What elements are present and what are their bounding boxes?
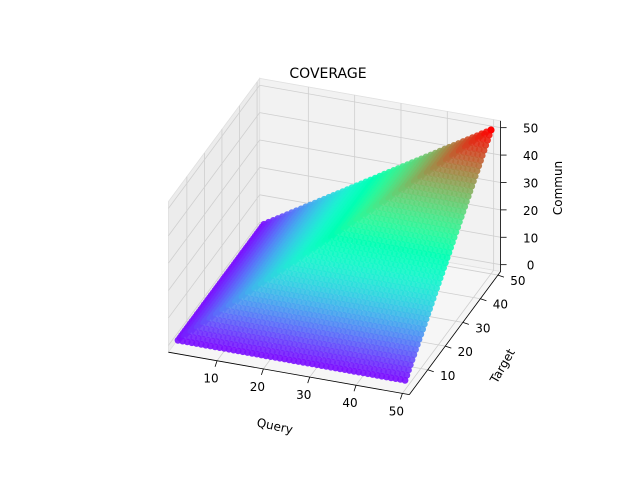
scatter-point (468, 182, 476, 190)
scatter-point (452, 228, 460, 236)
x-tick-mark (399, 393, 403, 400)
scatter-point (426, 305, 433, 313)
y-tick-label: 20 (458, 345, 473, 359)
x-axis-ticks: 10 20 30 40 50 (203, 360, 404, 418)
gridline-back-commun (168, 84, 261, 209)
gridline-side-commun (259, 84, 501, 129)
scatter-point (440, 264, 447, 272)
scatter-point (420, 320, 428, 328)
y-tick-label: 30 (475, 321, 490, 335)
scatter-point (473, 167, 481, 175)
scatter-point (471, 172, 479, 180)
scatter-point (454, 223, 462, 231)
x-tick-label: 10 (203, 372, 218, 386)
scatter-point (447, 244, 454, 251)
scatter-point (422, 315, 430, 323)
z-tick-label: 10 (523, 231, 538, 245)
z-tick-label: 40 (523, 149, 538, 163)
x-tick-mark (353, 385, 357, 392)
scatter-point (438, 269, 446, 277)
gridline-back-commun (168, 194, 261, 319)
y-tick-mark (445, 345, 452, 349)
gridline-floor-query (402, 270, 494, 394)
x-tick-mark (261, 368, 264, 376)
scatter-point (401, 376, 409, 384)
y-tick-label: 10 (440, 369, 455, 383)
scatter-point (457, 213, 465, 221)
y-tick-mark (462, 322, 469, 325)
scatter-point (484, 136, 491, 144)
y-tick-mark (427, 369, 434, 373)
x-tick-label: 20 (250, 380, 265, 394)
y-tick-label: 40 (493, 298, 508, 312)
scatter-point (477, 157, 484, 165)
gridline-back-commun (168, 221, 261, 346)
scatter-point (403, 371, 411, 379)
gridline-back-commun (168, 139, 261, 264)
scatter-point (480, 147, 488, 154)
z-axis-ticks: 0 10 20 30 40 50 (500, 122, 538, 273)
scatter-point (429, 295, 437, 302)
z-tick-label: 0 (527, 259, 535, 273)
x-axis-line (168, 351, 410, 396)
scatter-point (405, 366, 412, 374)
scatter-point (424, 310, 432, 318)
scatter-point (413, 341, 421, 348)
scatter-point (419, 325, 426, 333)
x-tick-mark (214, 360, 218, 367)
y-tick-label: 50 (510, 274, 525, 288)
scatter-point (427, 300, 435, 307)
scatter-point (417, 330, 425, 338)
z-tick-label: 50 (523, 122, 538, 136)
z-axis-label: Commun (551, 161, 565, 215)
scatter-points (174, 126, 495, 384)
gridline-back-commun (168, 167, 261, 291)
scatter-point (410, 351, 418, 359)
x-tick-mark (307, 376, 311, 384)
scatter-point (445, 249, 453, 256)
scatter-point (449, 239, 456, 246)
y-tick-mark (497, 274, 505, 278)
x-tick-label: 30 (296, 388, 311, 402)
axis-lines (168, 120, 501, 396)
z-tick-label: 20 (523, 204, 538, 218)
scatter-point (433, 284, 440, 292)
x-tick-label: 50 (389, 404, 404, 418)
y-tick-mark (480, 298, 487, 302)
chart-title: COVERAGE (289, 66, 366, 82)
scatter-point-max (487, 126, 495, 134)
scatter-point (431, 290, 439, 297)
scatter-point (415, 336, 423, 343)
scatter-point (442, 259, 449, 267)
z-tick-label: 30 (523, 176, 538, 190)
scatter-point (464, 193, 472, 200)
scatter-point (406, 361, 414, 369)
scatter-point (461, 203, 469, 211)
gridline-back-commun (168, 112, 261, 236)
scatter-point (436, 274, 444, 282)
y-axis-line (408, 271, 501, 395)
scatter-point (412, 346, 419, 353)
x-tick-label: 40 (342, 396, 357, 410)
